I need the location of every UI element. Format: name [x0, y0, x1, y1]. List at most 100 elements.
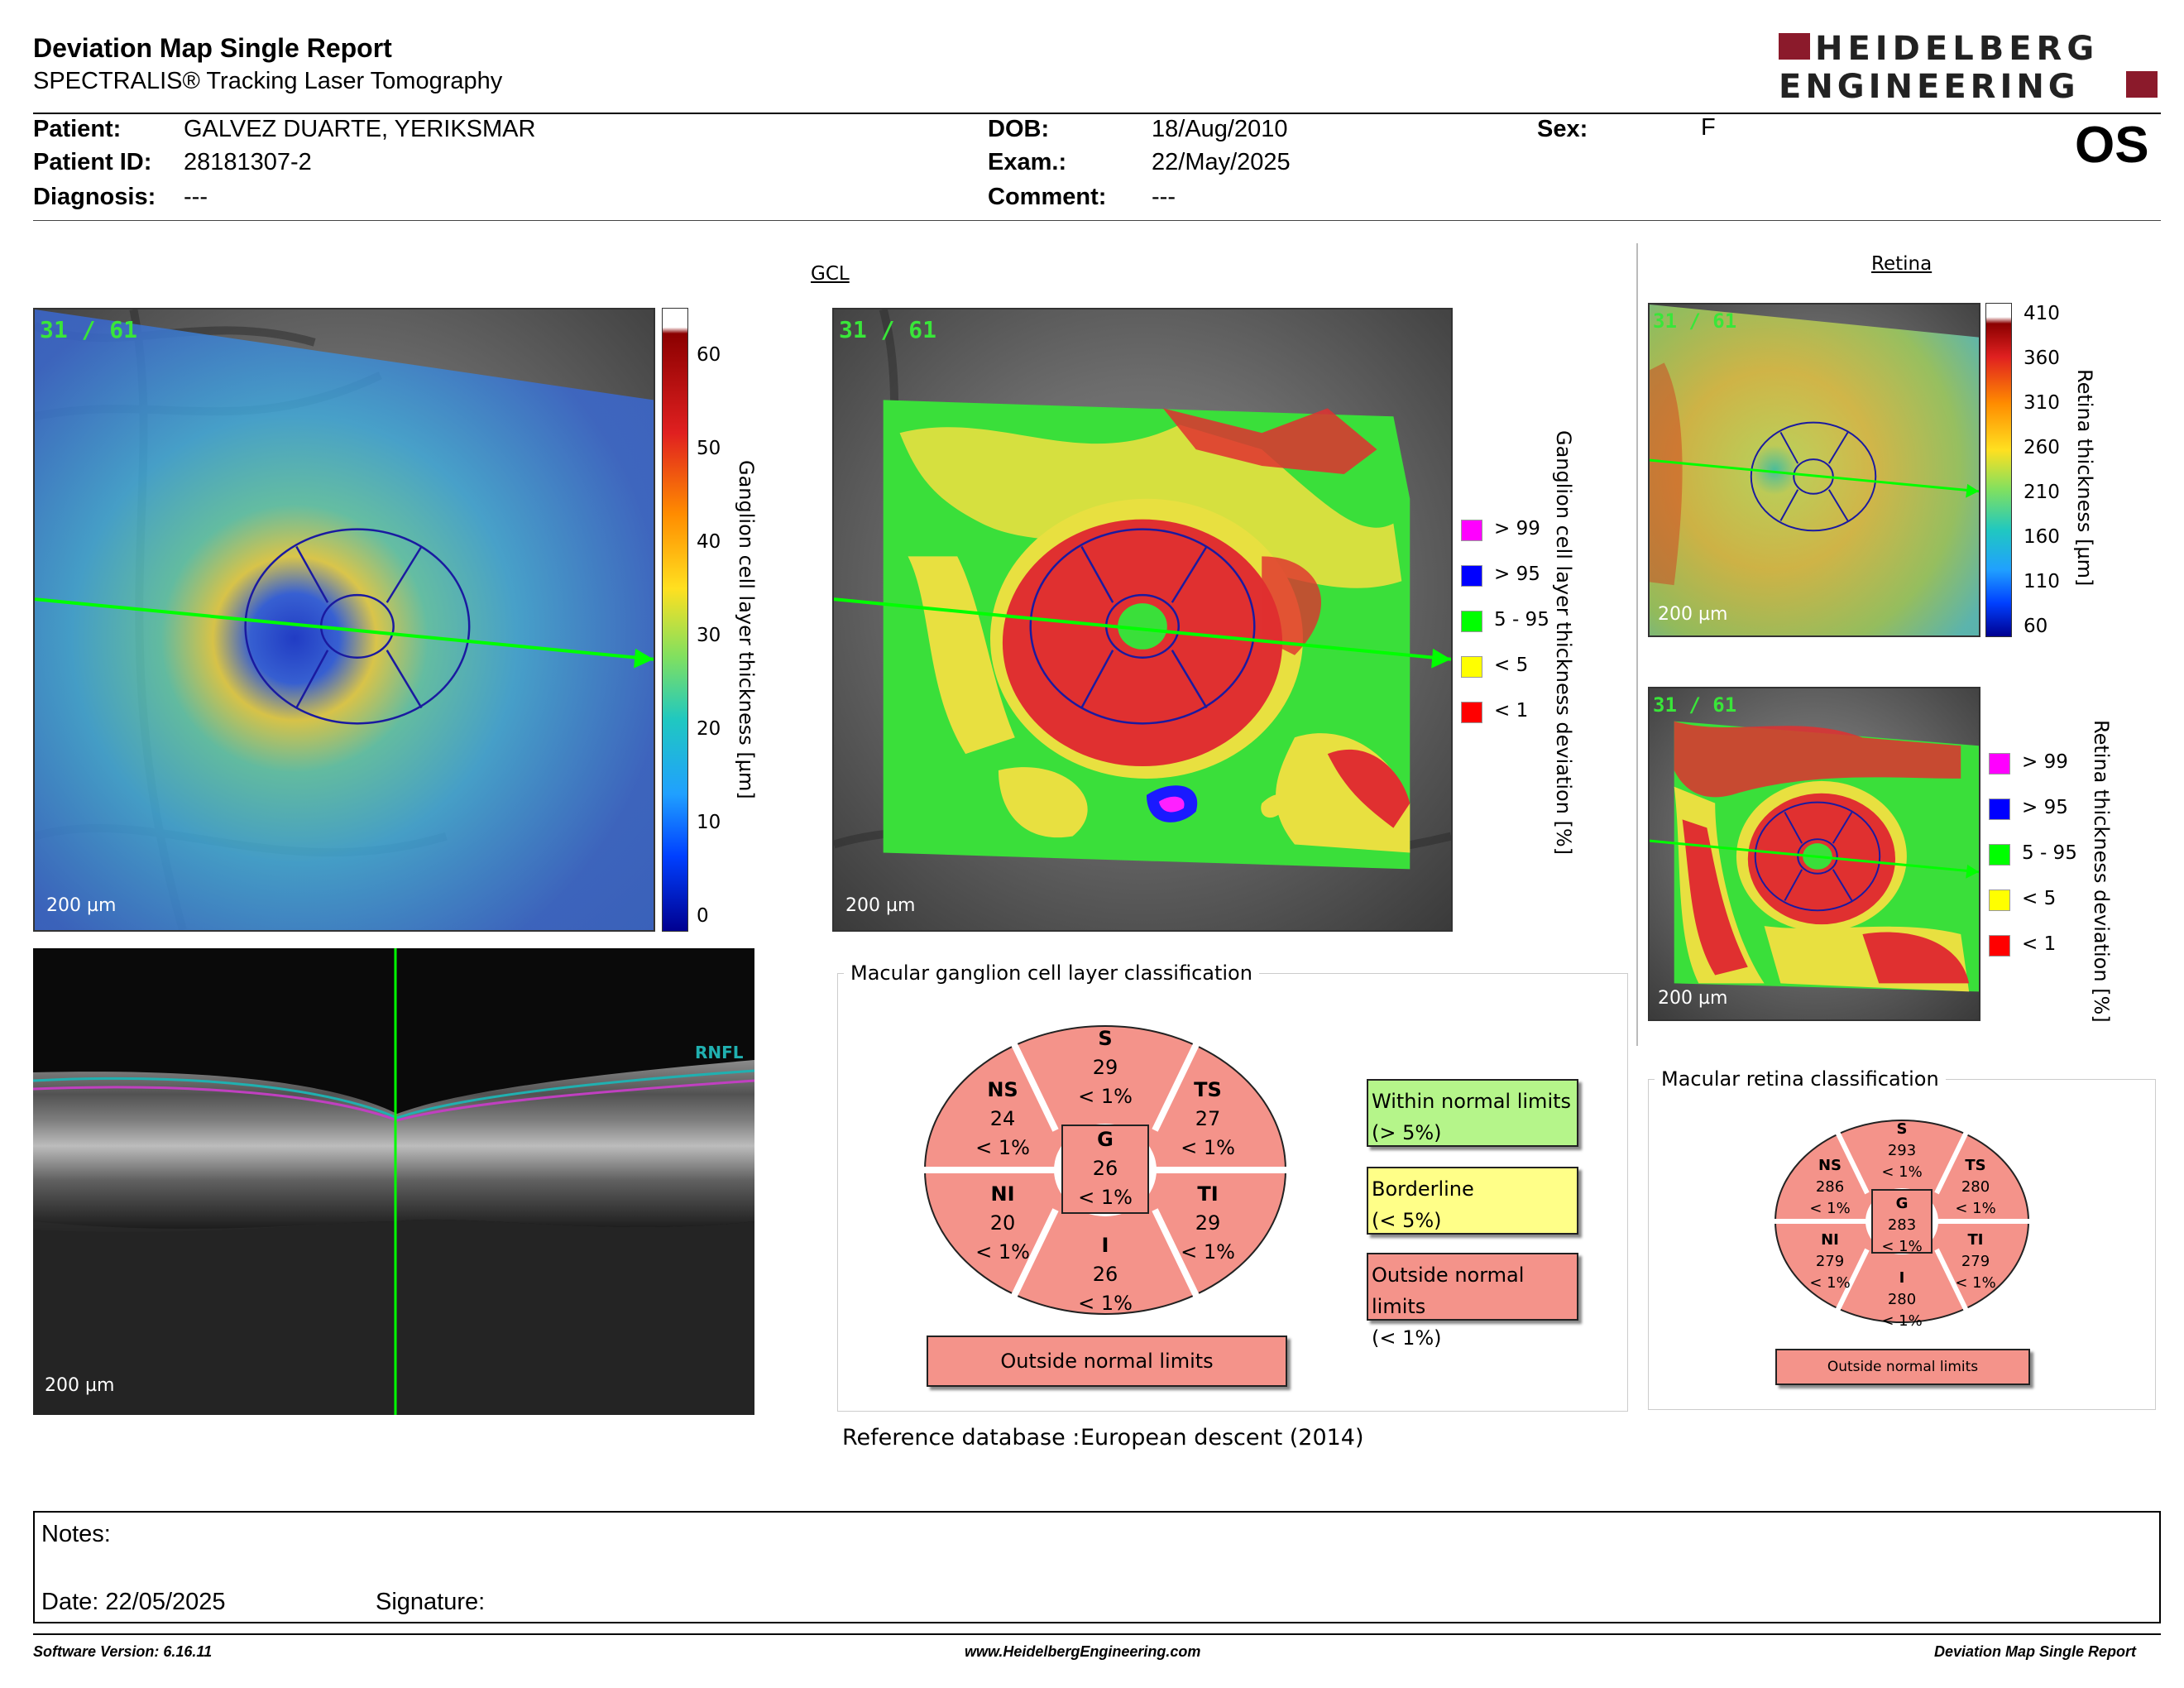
sector-value: 280 — [1961, 1178, 1990, 1196]
gcl-thickness-axis-label: Ganglion cell layer thickness [µm] — [735, 460, 758, 799]
sector-pct: < 1% — [1955, 1274, 1996, 1292]
legend-label: > 99 — [1494, 518, 1540, 539]
sector-name: I — [1899, 1269, 1905, 1287]
sector-value: 26 — [1092, 1156, 1118, 1180]
sector-ns: NS 286 < 1% — [1780, 1155, 1880, 1220]
section-divider — [1636, 243, 1638, 1046]
sector-pct: < 1% — [1881, 1163, 1923, 1182]
date-label: Date: 22/05/2025 — [41, 1589, 226, 1615]
exam-value: 22/May/2025 — [1152, 149, 1291, 175]
sector-value: 27 — [1195, 1106, 1221, 1130]
sector-name: G — [1097, 1128, 1114, 1151]
legend-swatch — [1989, 890, 2010, 911]
gcl-deviation-axis-label: Ganglion cell layer thickness deviation … — [1552, 430, 1575, 856]
sector-name: NS — [987, 1078, 1018, 1101]
retina-deviation-axis-label: Retina thickness deviation [%] — [2090, 720, 2113, 1023]
sector-value: 279 — [1961, 1253, 1990, 1271]
sector-value: 20 — [989, 1211, 1016, 1235]
sector-g: G 26 < 1% — [1056, 1125, 1155, 1211]
sector-g: G 283 < 1% — [1852, 1193, 1952, 1258]
retina-classification-title: Macular retina classification — [1655, 1067, 1946, 1091]
sex-label: Sex: — [1537, 116, 1588, 142]
sector-name: TS — [1194, 1078, 1222, 1101]
dob-label: DOB: — [988, 116, 1050, 142]
gcl-colorbar-tick: 20 — [697, 718, 721, 740]
patient-label: Patient: — [33, 116, 122, 142]
key-outside-normal: Outside normal limits (< 1%) — [1367, 1253, 1578, 1350]
sector-name: TI — [1967, 1231, 1984, 1249]
logo-line-2: ENGINEERING — [1779, 68, 2080, 104]
retina-map-counter: 31 / 61 — [1653, 309, 1737, 333]
sector-value: 293 — [1887, 1142, 1917, 1160]
sector-ts: TS 27 < 1% — [1158, 1076, 1257, 1162]
legend-swatch — [1989, 935, 2010, 957]
gcl-dev-scale: 200 µm — [845, 895, 916, 916]
gcl-sector-chart: S 29 < 1% NS 24 < 1% TS 27 < 1% G 26 < 1% NI 20 < 1% TI… — [923, 1024, 1287, 1316]
gcl-colorbar-tick: 50 — [697, 438, 721, 459]
website-link[interactable]: www.HeidelbergEngineering.com — [965, 1643, 1201, 1660]
diagnosis-label: Diagnosis: — [33, 184, 156, 210]
legend-swatch — [1461, 520, 1482, 541]
sector-value: 29 — [1195, 1211, 1221, 1235]
retina-thickness-map: 31 / 61 200 µm — [1648, 303, 1980, 637]
legend-swatch — [1461, 565, 1482, 587]
gcl-map-scale: 200 µm — [46, 895, 117, 916]
exam-label: Exam.: — [988, 149, 1067, 175]
signature-label[interactable]: Signature: — [376, 1589, 486, 1615]
notes-box — [33, 1511, 2161, 1623]
gcl-result-box: Outside normal limits — [927, 1336, 1287, 1387]
sector-value: 283 — [1887, 1216, 1917, 1235]
oct-bscan: RNFL 200 µm — [33, 948, 754, 1415]
retina-colorbar-tick: 260 — [2024, 437, 2060, 458]
legend-label: > 99 — [2022, 751, 2068, 773]
diagnosis-value: --- — [184, 184, 208, 210]
gcl-thickness-colorbar — [662, 308, 688, 932]
notes-label: Notes: — [41, 1521, 111, 1547]
gcl-thickness-map: 31 / 61 200 µm — [33, 308, 655, 932]
sector-ti: TI 29 < 1% — [1158, 1180, 1257, 1266]
gcl-dev-counter: 31 / 61 — [839, 316, 937, 343]
comment-label: Comment: — [988, 184, 1107, 210]
gcl-colorbar-tick: 30 — [697, 625, 721, 646]
gcl-heading: GCL — [811, 263, 850, 285]
sector-ts: TS 280 < 1% — [1926, 1155, 2025, 1220]
sector-name: TI — [1197, 1182, 1219, 1206]
gcl-colorbar-tick: 60 — [697, 344, 721, 366]
gcl-classification-title: Macular ganglion cell layer classificati… — [844, 961, 1259, 985]
gcl-colorbar-tick: 10 — [697, 812, 721, 833]
bscan-scale: 200 µm — [45, 1375, 115, 1396]
footer-report-name: Deviation Map Single Report — [1934, 1643, 2137, 1660]
gcl-colorbar-tick: 0 — [697, 905, 709, 927]
rnfl-label: RNFL — [695, 1043, 744, 1062]
sector-value: 24 — [989, 1106, 1016, 1130]
retina-colorbar-tick: 60 — [2024, 616, 2048, 637]
sector-pct: < 1% — [975, 1135, 1030, 1159]
reference-label: Reference database : — [842, 1425, 1080, 1451]
sector-pct: < 1% — [1955, 1200, 1996, 1218]
sector-name: G — [1895, 1195, 1909, 1212]
sector-i: I 26 < 1% — [1056, 1231, 1155, 1317]
eye-label: OS — [2075, 117, 2149, 174]
comment-value: --- — [1152, 184, 1176, 210]
gcl-map-counter: 31 / 61 — [40, 316, 138, 343]
retina-map-scale: 200 µm — [1658, 604, 1728, 625]
retina-dev-scale: 200 µm — [1658, 988, 1728, 1009]
legend-swatch — [1989, 798, 2010, 820]
legend-label: < 1 — [2022, 933, 2057, 955]
sector-pct: < 1% — [975, 1240, 1030, 1264]
sector-s: S 29 < 1% — [1056, 1024, 1155, 1110]
retina-sector-chart: S 293 < 1% NS 286 < 1% TS 280 < 1% G 283 < 1% NI 279 <… — [1774, 1119, 2030, 1330]
sector-pct: < 1% — [1078, 1084, 1133, 1108]
retina-colorbar-tick: 410 — [2024, 303, 2060, 324]
retina-colorbar-tick: 360 — [2024, 348, 2060, 369]
sector-name: S — [1098, 1027, 1113, 1050]
sector-name: NS — [1818, 1157, 1842, 1174]
legend-label: 5 - 95 — [2022, 842, 2077, 864]
sector-name: TS — [1965, 1157, 1986, 1174]
key-outside-line2: (< 1%) — [1372, 1326, 1442, 1350]
heidelberg-logo: HEIDELBERG ENGINEERING — [1779, 30, 2159, 106]
sector-pct: < 1% — [1078, 1185, 1133, 1209]
legend-label: > 95 — [1494, 563, 1540, 585]
sector-ns: NS 24 < 1% — [953, 1076, 1052, 1162]
retina-heading: Retina — [1871, 253, 1933, 275]
